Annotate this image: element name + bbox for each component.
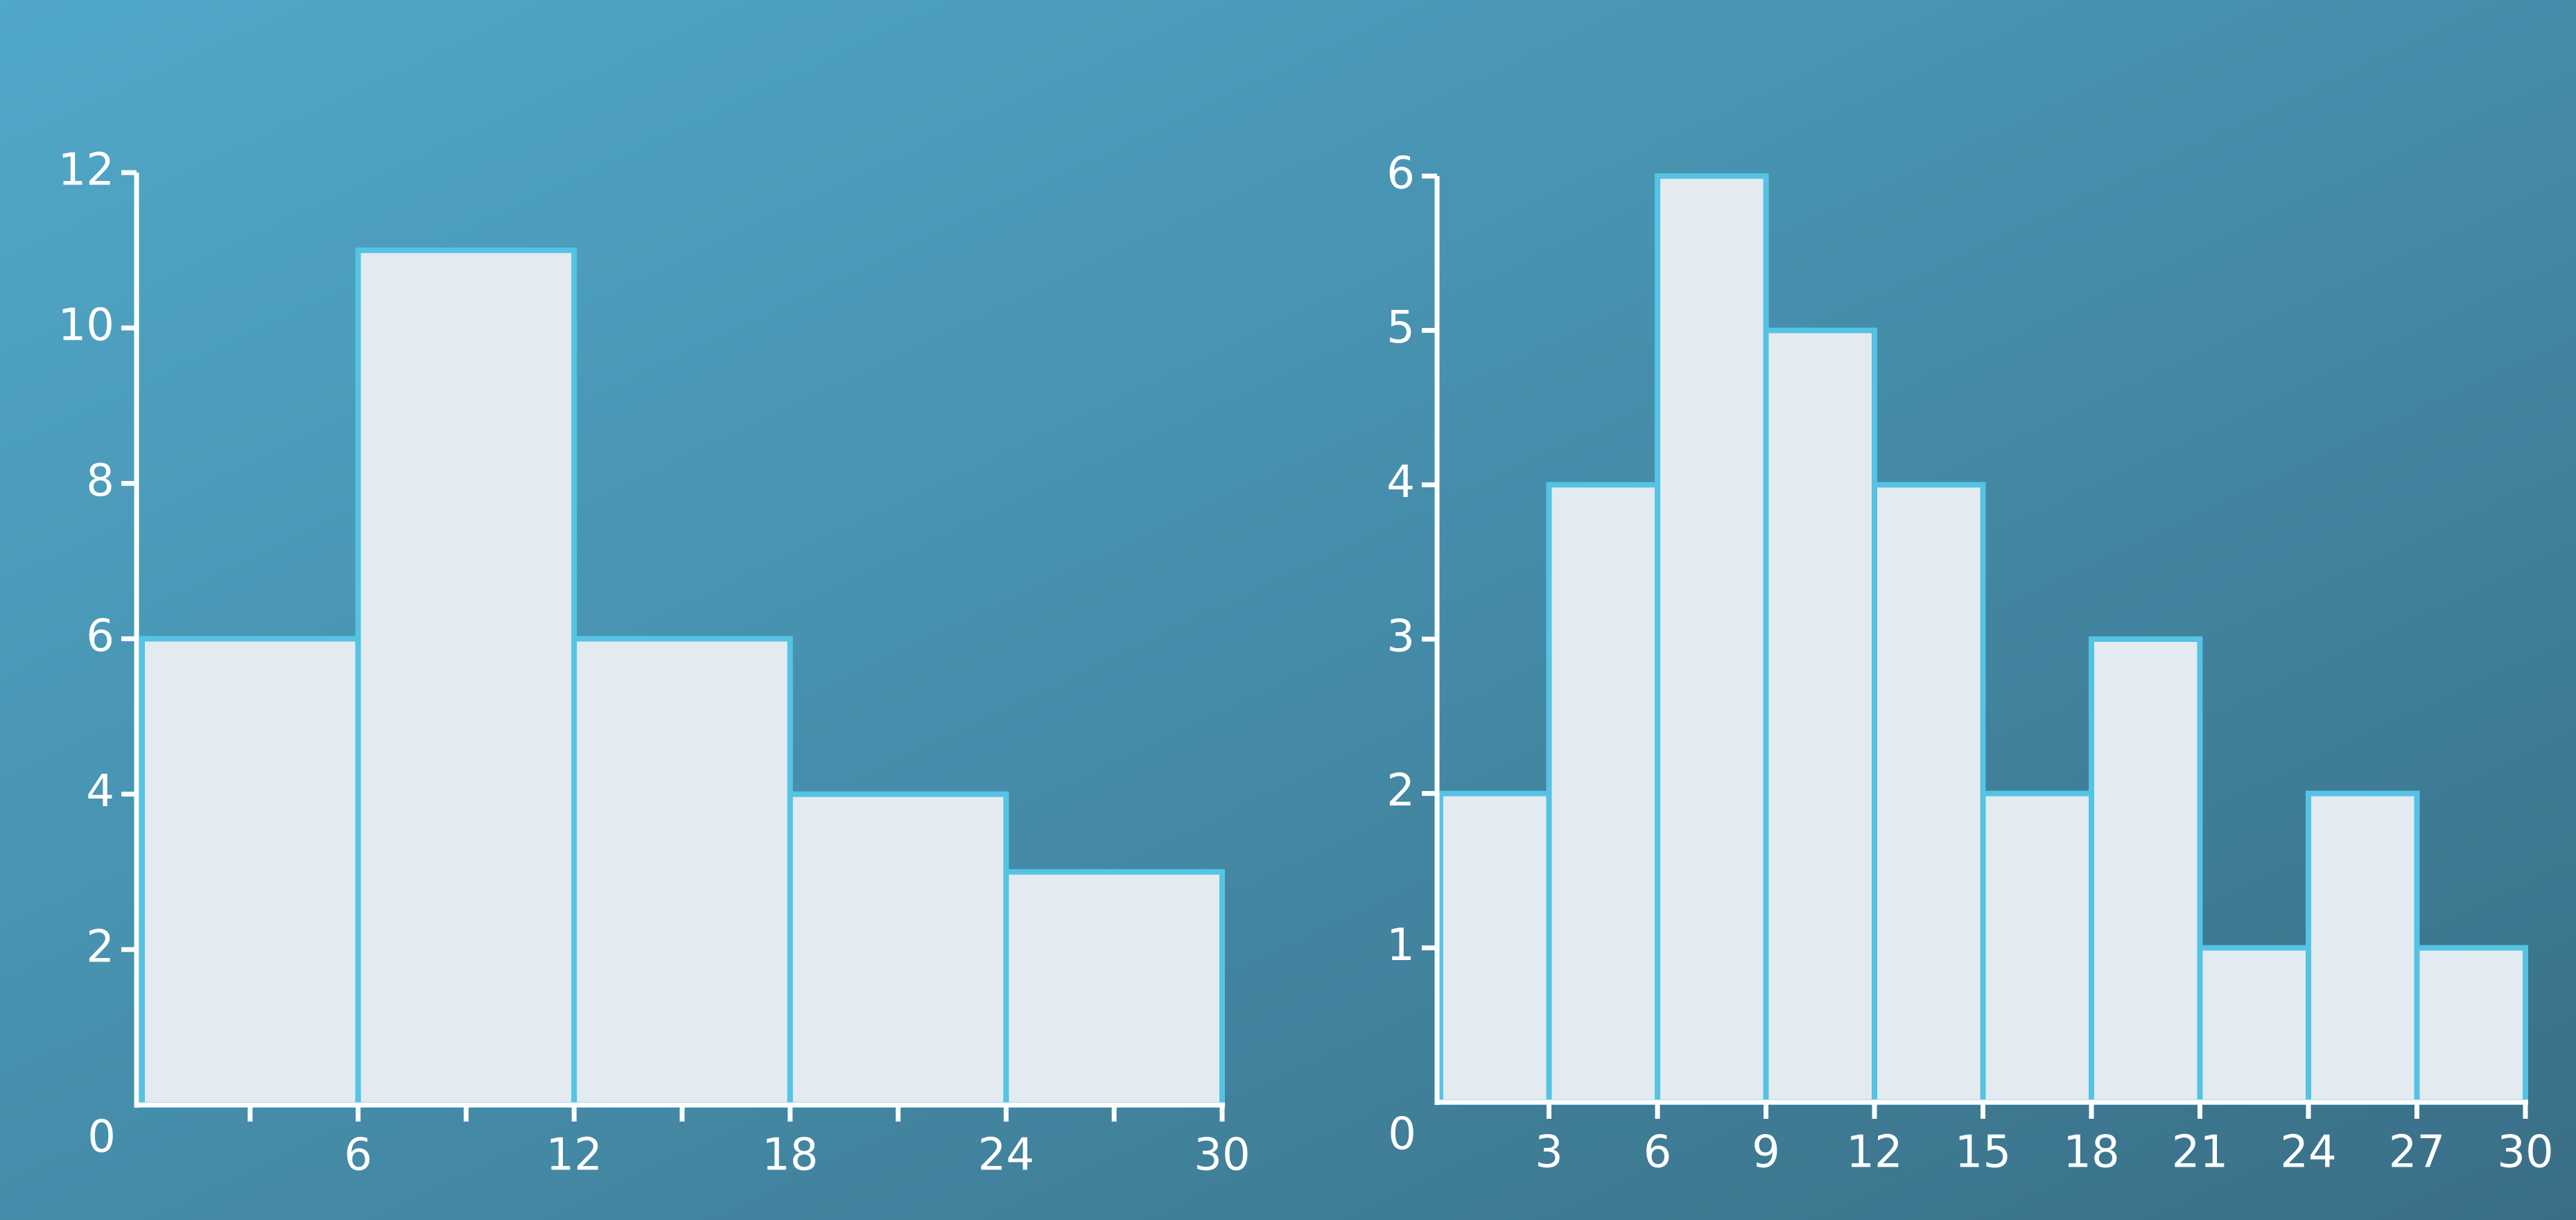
bar (2306, 790, 2420, 1105)
bar (1763, 327, 1877, 1106)
y-tick-label: 3 (1386, 611, 1415, 663)
y-tick-label: 4 (86, 766, 114, 817)
bar (787, 791, 1009, 1108)
y-tick-label: 5 (1386, 302, 1415, 354)
bar (1980, 790, 2094, 1105)
y-tick-label: 10 (58, 300, 114, 351)
y-tick-label: 12 (58, 145, 114, 196)
bar (1546, 482, 1660, 1105)
y-tick-label: 2 (1386, 765, 1415, 817)
x-tick-label: 18 (2063, 1127, 2119, 1178)
y-tick-label: 2 (86, 921, 114, 973)
x-tick-label: 12 (546, 1130, 602, 1181)
x-tick-label: 27 (2389, 1127, 2445, 1178)
bar (1438, 790, 1552, 1105)
x-tick-label: 30 (2497, 1127, 2553, 1178)
x-tick-label: 24 (2280, 1127, 2336, 1178)
bar (139, 636, 361, 1108)
x-tick-label: 24 (978, 1130, 1034, 1181)
y-tick-label: 0 (87, 1112, 116, 1163)
x-tick-label: 6 (1644, 1127, 1672, 1178)
x-tick-label: 15 (1955, 1127, 2011, 1178)
x-tick-label: 18 (762, 1130, 818, 1181)
x-tick-label: 12 (1846, 1127, 1902, 1178)
bar (355, 247, 577, 1108)
y-tick-label: 0 (1388, 1109, 1416, 1160)
x-tick-label: 30 (1194, 1130, 1250, 1181)
y-tick-label: 1 (1386, 920, 1415, 971)
x-tick-label: 3 (1535, 1127, 1563, 1178)
y-tick-label: 4 (1386, 457, 1415, 508)
bar (2089, 636, 2203, 1105)
bar (571, 636, 793, 1108)
bar (2197, 945, 2311, 1106)
x-tick-label: 9 (1752, 1127, 1780, 1178)
bar (1655, 173, 1769, 1105)
y-tick-label: 6 (86, 611, 114, 662)
bar (1872, 482, 1986, 1105)
y-tick-label: 8 (86, 455, 114, 507)
bar (2414, 945, 2528, 1106)
y-tick-label: 6 (1386, 148, 1415, 200)
bar (1003, 869, 1226, 1108)
x-tick-label: 6 (344, 1130, 372, 1181)
x-tick-label: 21 (2172, 1127, 2228, 1178)
